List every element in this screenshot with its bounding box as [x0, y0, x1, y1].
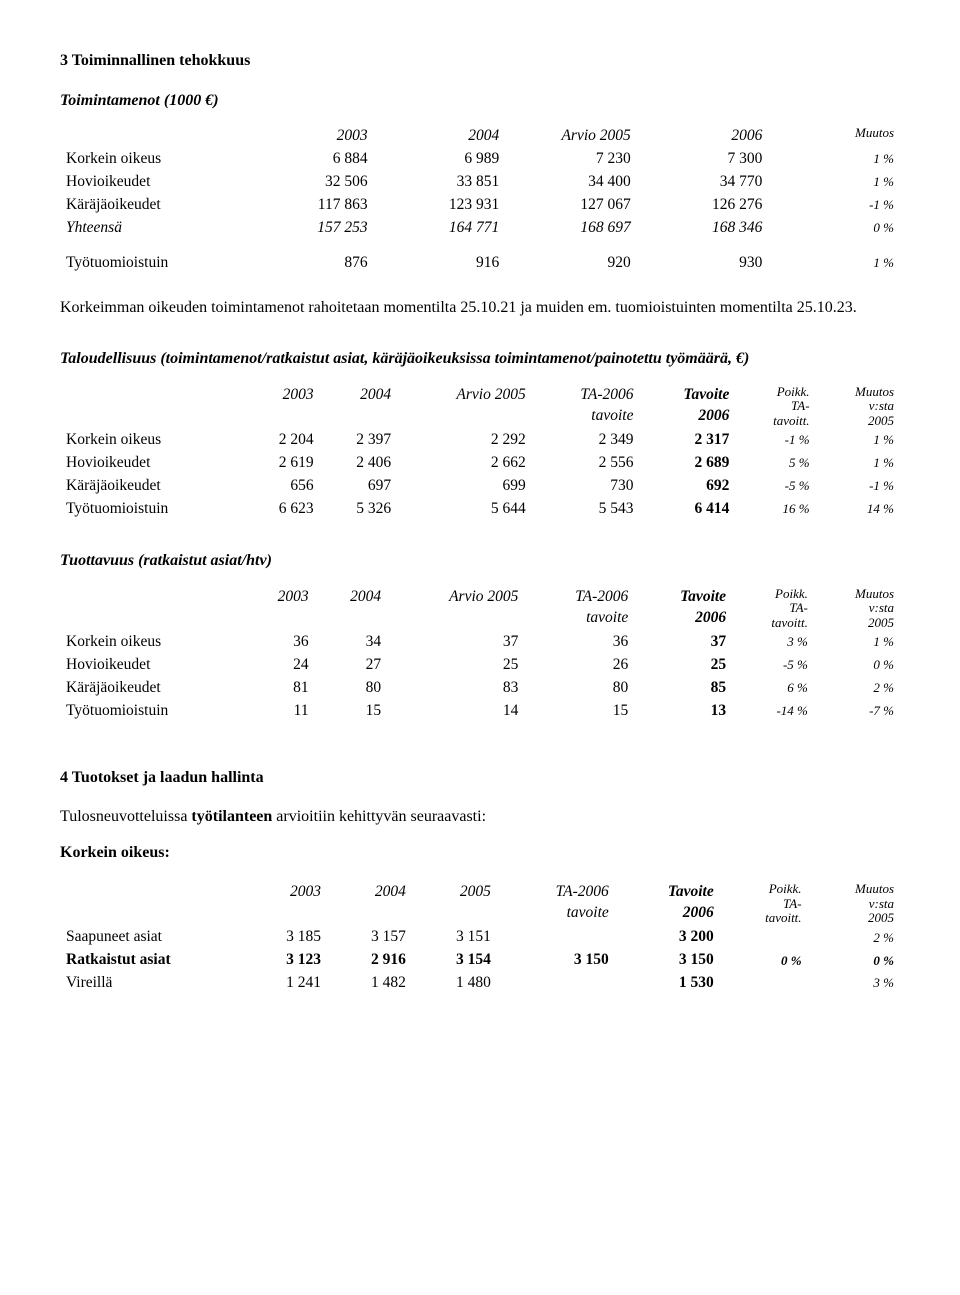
sub3-title: Tuottavuus (ratkaistut asiat/htv) [60, 550, 900, 572]
sub2-title: Taloudellisuus (toimintamenot/ratkaistut… [60, 348, 900, 370]
col-arvio-2005: Arvio 2005 [505, 125, 637, 148]
row-label: Työtuomioistuin [60, 498, 242, 521]
table-row: Ratkaistut asiat3 1232 9163 1543 1503 15… [60, 949, 900, 972]
row-label: Hovioikeudet [60, 171, 242, 194]
row-label: Käräjäoikeudet [60, 677, 242, 700]
row-label: Ratkaistut asiat [60, 949, 242, 972]
col-muutos: Muutosv:sta2005 [816, 384, 900, 429]
row-label: Korkein oikeus [60, 148, 242, 171]
sub4-title: Korkein oikeus: [60, 842, 900, 864]
total-label: Yhteensä [60, 217, 242, 240]
row-label: Saapuneet asiat [60, 926, 242, 949]
table-row: Työtuomioistuin6 6235 3265 6445 5436 414… [60, 498, 900, 521]
table-korkein-oikeus: 2003 2004 2005 TA-2006tavoite Tavoite200… [60, 881, 900, 995]
col-ta2006: TA-2006tavoite [532, 384, 640, 429]
row-label: Korkein oikeus [60, 429, 242, 452]
col-2003: 2003 [242, 125, 374, 148]
table-header-row: 2003 2004 2005 TA-2006tavoite Tavoite200… [60, 881, 900, 926]
row-label: Vireillä [60, 972, 242, 995]
section4-para: Tulosneuvotteluissa työtilanteen arvioit… [60, 806, 900, 828]
table-header-row: 2003 2004 Arvio 2005 TA-2006tavoite Tavo… [60, 384, 900, 429]
col-muutos: Muutos [768, 125, 900, 148]
table-tuottavuus: 2003 2004 Arvio 2005 TA-2006tavoite Tavo… [60, 586, 900, 723]
table-row: Korkein oikeus36343736373 %1 % [60, 631, 900, 654]
table-row: Saapuneet asiat3 1853 1573 1513 2002 % [60, 926, 900, 949]
sub1-title: Toimintamenot (1000 €) [60, 90, 900, 112]
col-poikk: Poikk.TA-tavoitt. [735, 384, 815, 429]
row-label: Hovioikeudet [60, 452, 242, 475]
col-tavoite2006: Tavoite2006 [639, 384, 735, 429]
col-2004: 2004 [374, 125, 506, 148]
table-row: Käräjäoikeudet81808380856 %2 % [60, 677, 900, 700]
col-2006: 2006 [637, 125, 769, 148]
table-row: Hovioikeudet2 6192 4062 6622 5562 6895 %… [60, 452, 900, 475]
row-label: Hovioikeudet [60, 654, 242, 677]
table-taloudellisuus: 2003 2004 Arvio 2005 TA-2006tavoite Tavo… [60, 384, 900, 521]
table-extra-row: Työtuomioistuin 876 916 920 930 1 % [60, 252, 900, 275]
row-label: Käräjäoikeudet [60, 475, 242, 498]
table-row: Käräjäoikeudet117 863123 931127 067126 2… [60, 194, 900, 217]
row-label: Käräjäoikeudet [60, 194, 242, 217]
table-row: Korkein oikeus2 2042 3972 2922 3492 317-… [60, 429, 900, 452]
section3-heading: 3 Toiminnallinen tehokkuus [60, 50, 900, 72]
table-row: Käräjäoikeudet656697699730692-5 %-1 % [60, 475, 900, 498]
table-header-row: 2003 2004 Arvio 2005 TA-2006tavoite Tavo… [60, 586, 900, 631]
table-row: Hovioikeudet2427252625-5 %0 % [60, 654, 900, 677]
table-row: Vireillä1 2411 4821 4801 5303 % [60, 972, 900, 995]
row-label: Korkein oikeus [60, 631, 242, 654]
table-row: Korkein oikeus6 8846 9897 2307 3001 % [60, 148, 900, 171]
table-row: Työtuomioistuin1115141513-14 %-7 % [60, 700, 900, 723]
table-header-row: 2003 2004 Arvio 2005 2006 Muutos [60, 125, 900, 148]
section4-heading: 4 Tuotokset ja laadun hallinta [60, 767, 900, 789]
table-row: Hovioikeudet32 50633 85134 40034 7701 % [60, 171, 900, 194]
table-toimintamenot: 2003 2004 Arvio 2005 2006 Muutos Korkein… [60, 125, 900, 275]
para-rahoitus: Korkeimman oikeuden toimintamenot rahoit… [60, 297, 900, 319]
table-total-row: Yhteensä 157 253 164 771 168 697 168 346… [60, 217, 900, 240]
row-label: Työtuomioistuin [60, 700, 242, 723]
